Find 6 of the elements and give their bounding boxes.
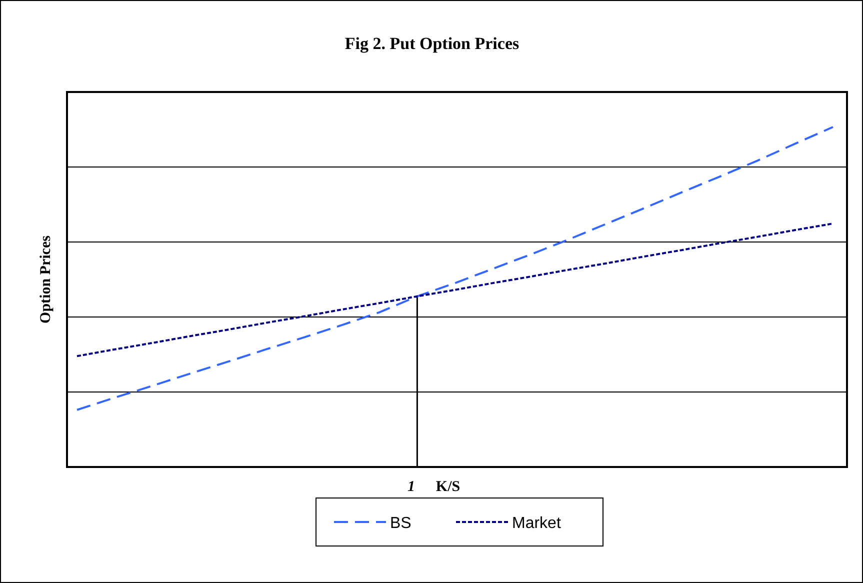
- text: 1: [407, 479, 415, 495]
- x-axis-title: K/S: [436, 479, 460, 495]
- y-axis-title: Option Prices: [38, 235, 54, 324]
- legend-label: BS: [390, 515, 412, 532]
- chart-title: Fig 2. Put Option Prices: [344, 34, 520, 53]
- legend-label: Market: [512, 515, 562, 532]
